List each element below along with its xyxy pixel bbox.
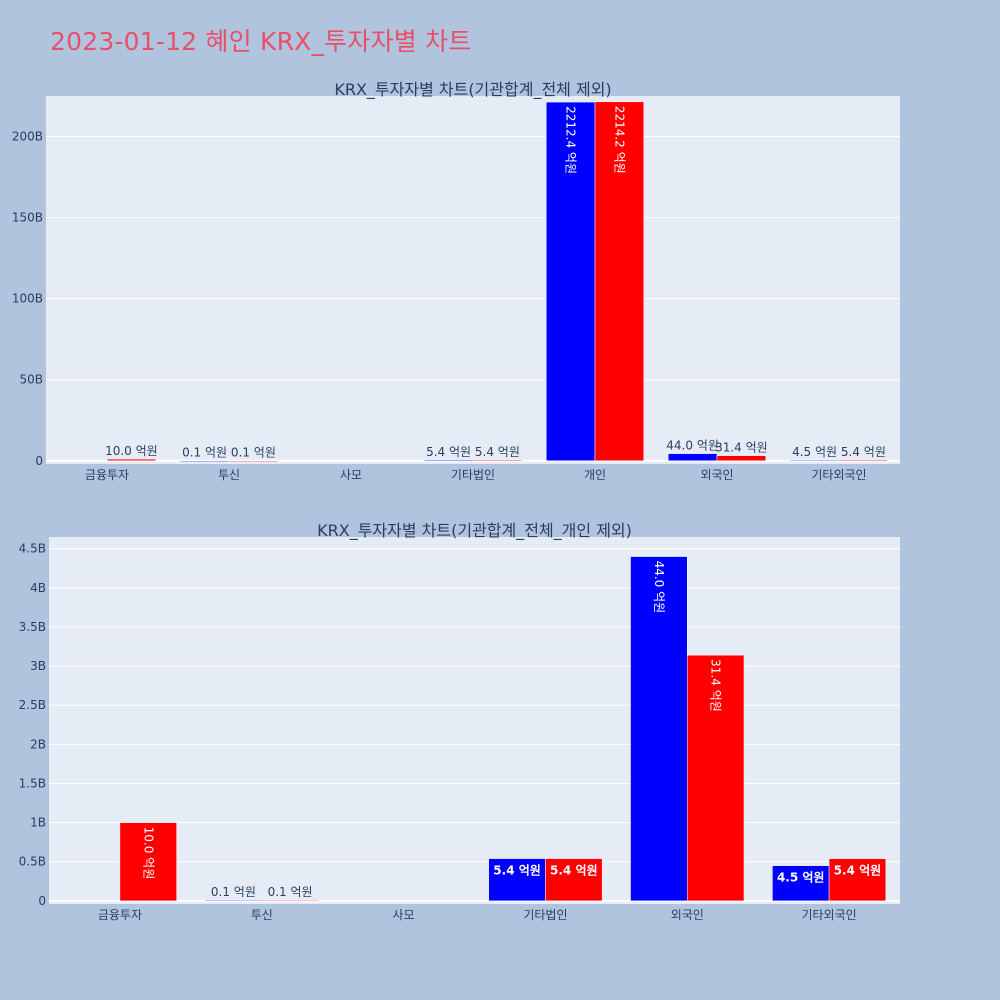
bar xyxy=(472,459,523,462)
data-label: 31.4 억원 xyxy=(715,441,768,455)
data-label: 10.0 억원 xyxy=(105,444,158,458)
x-tick-label: 외국인 xyxy=(671,908,704,922)
data-label: 0.1 억원 xyxy=(231,446,276,460)
bar xyxy=(545,101,596,462)
y-tick-label: 0.5B xyxy=(19,855,46,869)
chart-title: KRX_투자자별 차트(기관합계_전체_개인 제외) xyxy=(317,521,632,541)
chart-title: KRX_투자자별 차트(기관합계_전체 제외) xyxy=(334,80,611,100)
bar xyxy=(772,865,830,902)
page-title: 2023-01-12 혜인 KRX_투자자별 차트 xyxy=(50,27,472,56)
data-label: 0.1 억원 xyxy=(211,885,256,899)
data-label: 5.4 억원 xyxy=(493,864,541,878)
y-tick-label: 0 xyxy=(35,454,43,468)
data-label: 2212.4 억원 xyxy=(564,106,578,174)
bar xyxy=(630,556,688,902)
plot-area xyxy=(49,537,900,904)
data-label: 0.1 억원 xyxy=(182,446,227,460)
x-tick-label: 투신 xyxy=(251,908,273,922)
data-label: 10.0 억원 xyxy=(141,827,155,880)
x-tick-label: 개인 xyxy=(584,468,606,482)
y-tick-label: 4.5B xyxy=(19,542,46,556)
bar xyxy=(838,459,889,462)
bar xyxy=(716,455,767,462)
plot-area xyxy=(46,96,900,464)
x-tick-label: 기타법인 xyxy=(451,468,495,482)
bar xyxy=(488,858,546,902)
x-tick-label: 기타법인 xyxy=(523,908,567,922)
x-tick-label: 투신 xyxy=(218,468,240,482)
x-tick-label: 금융투자 xyxy=(98,908,142,922)
data-label: 5.4 억원 xyxy=(841,445,886,459)
bar xyxy=(261,899,319,902)
bar xyxy=(594,101,645,462)
y-tick-label: 2.5B xyxy=(19,698,46,712)
x-tick-label: 기타외국인 xyxy=(811,468,866,482)
bar xyxy=(687,654,745,902)
bar xyxy=(228,460,279,462)
x-tick-label: 외국인 xyxy=(700,468,733,482)
x-tick-label: 기타외국인 xyxy=(801,908,856,922)
bar xyxy=(106,458,157,462)
y-tick-label: 1.5B xyxy=(19,776,46,790)
y-tick-label: 150B xyxy=(12,211,43,225)
y-tick-label: 2B xyxy=(30,737,46,751)
y-tick-label: 3B xyxy=(30,659,46,673)
data-label: 5.4 억원 xyxy=(550,864,598,878)
data-label: 5.4 억원 xyxy=(426,445,471,459)
y-tick-label: 4B xyxy=(30,581,46,595)
y-tick-label: 100B xyxy=(12,292,43,306)
data-label: 44.0 억원 xyxy=(666,439,719,453)
data-label: 44.0 억원 xyxy=(652,561,666,614)
bar xyxy=(204,899,262,902)
y-tick-label: 3.5B xyxy=(19,620,46,634)
x-tick-label: 금융투자 xyxy=(85,468,129,482)
data-label: 5.4 억원 xyxy=(475,445,520,459)
data-label: 4.5 억원 xyxy=(792,445,837,459)
bar xyxy=(545,858,603,902)
data-label: 2214.2 억원 xyxy=(612,106,626,174)
y-tick-label: 0 xyxy=(38,894,46,908)
y-tick-label: 50B xyxy=(19,373,43,387)
y-tick-label: 200B xyxy=(12,130,43,144)
bar xyxy=(119,822,177,902)
y-tick-label: 1B xyxy=(30,816,46,830)
bar xyxy=(828,858,887,902)
chart-top: 0 50B 100B 150B 200B KRX_투자자별 차트(기관합계_전체 제외) 금… xyxy=(12,80,900,482)
data-label: 31.4 억원 xyxy=(709,659,723,712)
x-tick-label: 사모 xyxy=(340,468,362,482)
data-label: 0.1 억원 xyxy=(268,885,313,899)
x-tick-label: 사모 xyxy=(393,908,415,922)
data-label: 5.4 억원 xyxy=(834,864,882,878)
data-label: 4.5 억원 xyxy=(777,871,825,885)
